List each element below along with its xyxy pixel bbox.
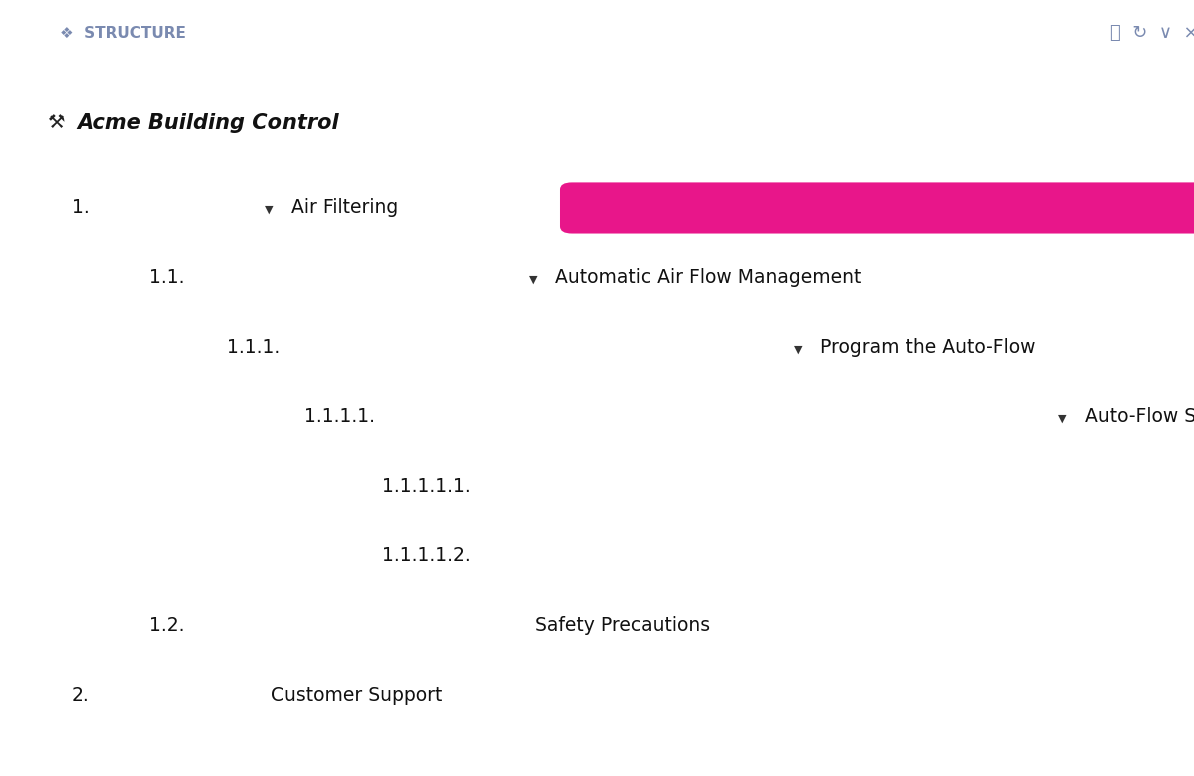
Text: ❖  STRUCTURE: ❖ STRUCTURE <box>60 26 185 40</box>
Text: Customer Support: Customer Support <box>271 685 442 705</box>
Text: ▼: ▼ <box>265 205 273 215</box>
Text: 1.1.1.: 1.1.1. <box>227 338 281 357</box>
Text: 1.1.1.1.2.: 1.1.1.1.2. <box>382 546 470 566</box>
Text: 2.: 2. <box>72 685 90 705</box>
Text: ▼: ▼ <box>529 275 537 285</box>
Text: 1.2.: 1.2. <box>149 616 185 635</box>
Text: 1.: 1. <box>72 199 90 217</box>
Text: Program the Auto-Flow: Program the Auto-Flow <box>820 338 1035 357</box>
Text: Acme Building Control: Acme Building Control <box>78 113 339 133</box>
Text: 1.1.1.1.1.: 1.1.1.1.1. <box>382 476 470 496</box>
Text: 1.1.: 1.1. <box>149 268 185 287</box>
Text: 1.1.1.1.: 1.1.1.1. <box>304 407 375 426</box>
Text: Automatic Air Flow Management: Automatic Air Flow Management <box>555 268 862 287</box>
Text: ▼: ▼ <box>794 345 802 355</box>
Text: ⚒: ⚒ <box>48 113 78 132</box>
Text: Safety Precautions: Safety Precautions <box>535 616 710 635</box>
Text: Air Filtering: Air Filtering <box>291 199 398 217</box>
Text: Auto-Flow Start Time: Auto-Flow Start Time <box>1084 407 1194 426</box>
Text: ⌕  ↻  ∨  ×: ⌕ ↻ ∨ × <box>1110 24 1194 42</box>
Text: ▼: ▼ <box>1058 414 1067 424</box>
FancyBboxPatch shape <box>560 182 1194 234</box>
